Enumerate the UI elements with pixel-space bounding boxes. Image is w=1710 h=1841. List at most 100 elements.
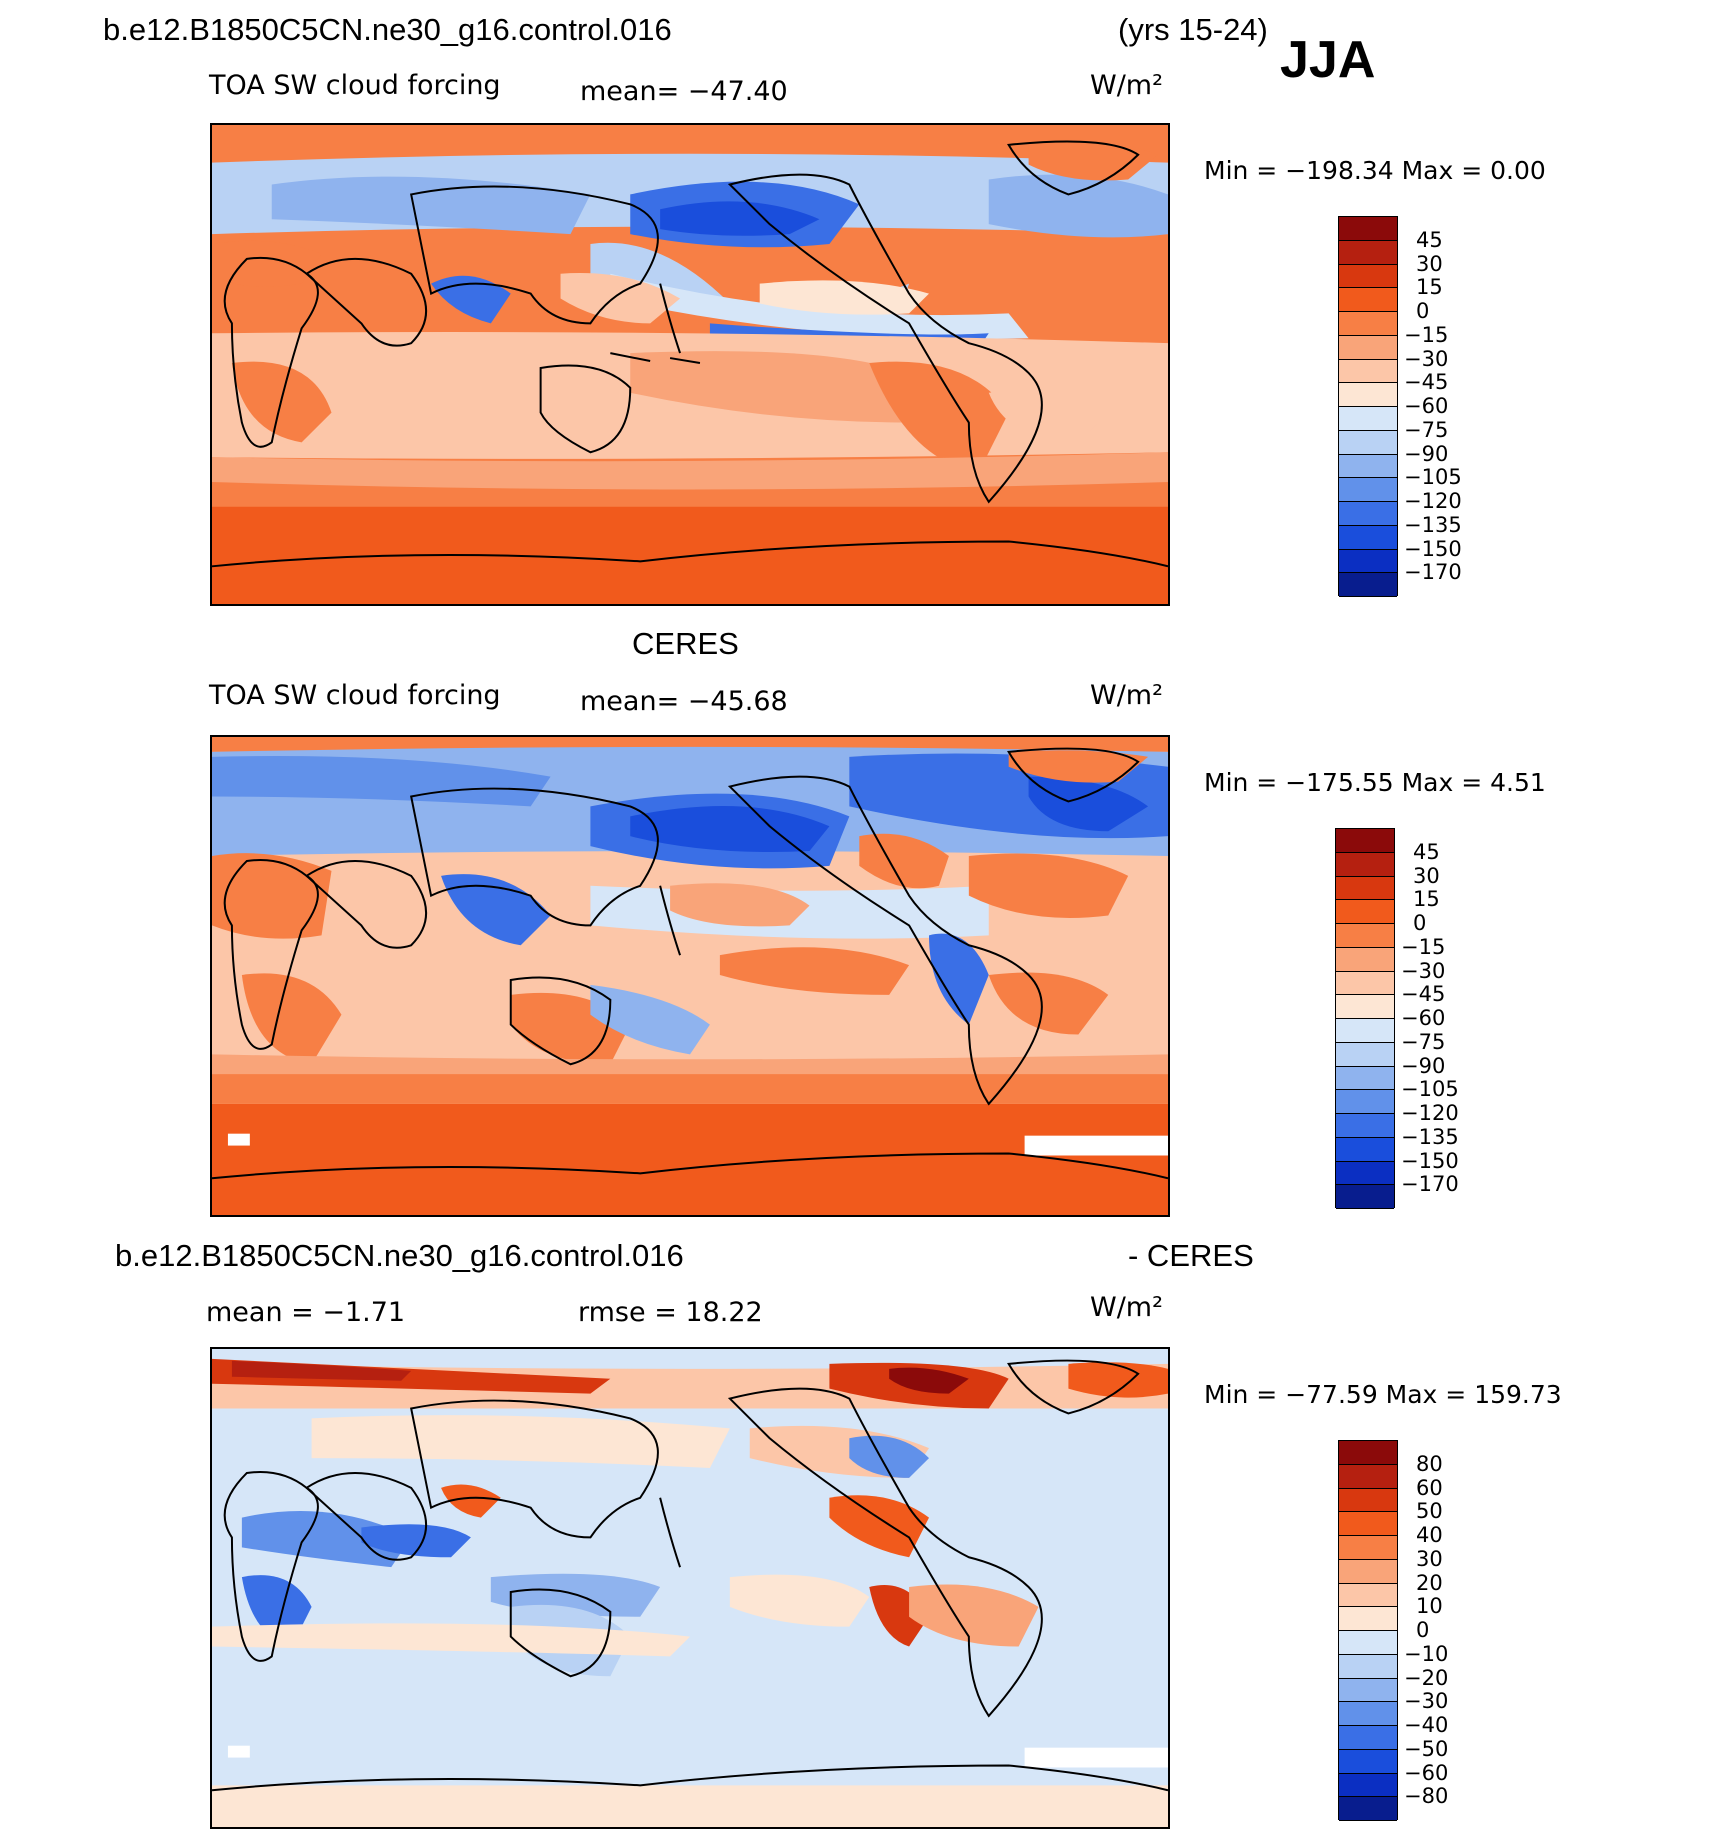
- colorbar-swatch: [1336, 1137, 1394, 1162]
- colorbar-tick-label: 0: [1416, 299, 1430, 323]
- panel2-variable: TOA SW cloud forcing: [209, 680, 501, 711]
- colorbar-tick-label: −50: [1404, 1736, 1449, 1761]
- colorbar-swatch: [1339, 383, 1397, 407]
- panel2-units: W/m²: [1090, 680, 1163, 711]
- colorbar-swatch: [1336, 1066, 1394, 1091]
- colorbar-tick-label: −60: [1404, 394, 1449, 418]
- colorbar-tick-label: −30: [1401, 958, 1446, 983]
- colorbar-swatch: [1339, 240, 1397, 265]
- colorbar-tick-label: −10: [1404, 1641, 1449, 1666]
- colorbar-swatch: [1339, 1773, 1397, 1798]
- colorbar-tick-label: 80: [1416, 1451, 1443, 1476]
- colorbar-tick-label: −135: [1401, 1124, 1459, 1149]
- colorbar-swatch: [1336, 1042, 1394, 1067]
- panel2-map: [210, 735, 1170, 1217]
- panel3-colorbar: [1338, 1440, 1398, 1821]
- colorbar-tick-label: 0: [1416, 1618, 1430, 1642]
- colorbar-swatch: [1336, 1114, 1394, 1138]
- colorbar-swatch: [1339, 335, 1397, 360]
- colorbar-swatch: [1336, 1161, 1394, 1186]
- colorbar-tick-label: −20: [1404, 1665, 1449, 1690]
- colorbar-tick-label: −150: [1401, 1148, 1459, 1173]
- colorbar-tick-label: −120: [1401, 1101, 1459, 1125]
- colorbar-tick-label: 50: [1416, 1499, 1443, 1524]
- colorbar-tick-label: −75: [1401, 1029, 1446, 1054]
- season-label: JJA: [1280, 31, 1376, 89]
- colorbar-tick-label: −15: [1401, 934, 1446, 959]
- colorbar-swatch: [1339, 1559, 1397, 1584]
- colorbar-swatch: [1336, 995, 1394, 1019]
- colorbar-swatch: [1336, 1019, 1394, 1043]
- colorbar-swatch: [1339, 454, 1397, 479]
- colorbar-tick-label: −150: [1404, 536, 1462, 561]
- panel1-variable: TOA SW cloud forcing: [209, 70, 501, 101]
- colorbar-swatch: [1339, 502, 1397, 526]
- colorbar-swatch: [1336, 876, 1394, 901]
- colorbar-swatch: [1339, 1702, 1397, 1726]
- panel1-mean: mean= −47.40: [580, 76, 788, 107]
- colorbar-tick-label: −40: [1404, 1713, 1449, 1737]
- panel1-colorbar: [1338, 216, 1398, 597]
- colorbar-tick-label: −170: [1404, 560, 1462, 585]
- colorbar-swatch: [1336, 852, 1394, 877]
- colorbar-tick-label: 45: [1416, 227, 1443, 252]
- colorbar-swatch: [1339, 359, 1397, 384]
- panel2-mean: mean= −45.68: [580, 686, 788, 717]
- colorbar-tick-label: −105: [1404, 465, 1462, 490]
- colorbar-swatch: [1336, 924, 1394, 948]
- colorbar-swatch: [1339, 1726, 1397, 1750]
- colorbar-tick-label: −135: [1404, 512, 1462, 537]
- colorbar-tick-label: 30: [1416, 1546, 1443, 1571]
- colorbar-swatch: [1336, 829, 1394, 853]
- colorbar-swatch: [1339, 1607, 1397, 1631]
- colorbar-swatch: [1336, 947, 1394, 972]
- colorbar-swatch: [1339, 525, 1397, 550]
- colorbar-tick-label: −45: [1404, 370, 1449, 395]
- colorbar-tick-label: −30: [1404, 1689, 1449, 1714]
- colorbar-tick-label: 60: [1416, 1475, 1443, 1500]
- colorbar-swatch: [1339, 478, 1397, 502]
- colorbar-swatch: [1339, 1536, 1397, 1560]
- colorbar-tick-label: 0: [1413, 911, 1427, 935]
- colorbar-swatch: [1339, 1654, 1397, 1679]
- colorbar-swatch: [1339, 573, 1397, 597]
- colorbar-swatch: [1339, 407, 1397, 431]
- colorbar-swatch: [1339, 312, 1397, 336]
- panel2-minmax: Min = −175.55 Max = 4.51: [1204, 768, 1546, 797]
- colorbar-swatch: [1339, 217, 1397, 241]
- colorbar-tick-label: −75: [1404, 417, 1449, 442]
- colorbar-tick-label: 10: [1416, 1594, 1443, 1619]
- panel1-map: [210, 123, 1170, 606]
- colorbar-tick-label: 40: [1416, 1523, 1443, 1547]
- panel3-mean: mean = −1.71: [206, 1297, 406, 1328]
- panel3-heading-ref: - CERES: [1128, 1238, 1254, 1273]
- colorbar-swatch: [1339, 430, 1397, 455]
- panel2-heading: CERES: [632, 626, 739, 661]
- panel3-rmse: rmse = 18.22: [578, 1297, 763, 1328]
- colorbar-swatch: [1339, 1749, 1397, 1774]
- colorbar-swatch: [1339, 288, 1397, 312]
- panel2-colorbar: [1335, 828, 1395, 1209]
- colorbar-tick-label: −90: [1404, 441, 1449, 466]
- colorbar-tick-label: −60: [1404, 1760, 1449, 1785]
- years-label: (yrs 15-24): [1118, 12, 1268, 47]
- colorbar-swatch: [1336, 1090, 1394, 1114]
- colorbar-swatch: [1339, 1631, 1397, 1655]
- colorbar-tick-label: 30: [1413, 863, 1440, 888]
- colorbar-tick-label: 30: [1416, 251, 1443, 276]
- colorbar-tick-label: 15: [1416, 275, 1443, 300]
- colorbar-tick-label: −170: [1401, 1172, 1459, 1197]
- colorbar-swatch: [1339, 1797, 1397, 1821]
- colorbar-tick-label: −105: [1401, 1077, 1459, 1102]
- colorbar-tick-label: −30: [1404, 346, 1449, 371]
- panel1-minmax: Min = −198.34 Max = 0.00: [1204, 156, 1546, 185]
- colorbar-swatch: [1336, 1185, 1394, 1209]
- colorbar-swatch: [1339, 1464, 1397, 1489]
- colorbar-tick-label: 20: [1416, 1570, 1443, 1595]
- panel3-map: [210, 1347, 1170, 1829]
- colorbar-tick-label: 15: [1413, 887, 1440, 912]
- colorbar-swatch: [1339, 1583, 1397, 1608]
- panel1-units: W/m²: [1090, 70, 1163, 101]
- colorbar-swatch: [1339, 1488, 1397, 1513]
- colorbar-tick-label: −60: [1401, 1006, 1446, 1030]
